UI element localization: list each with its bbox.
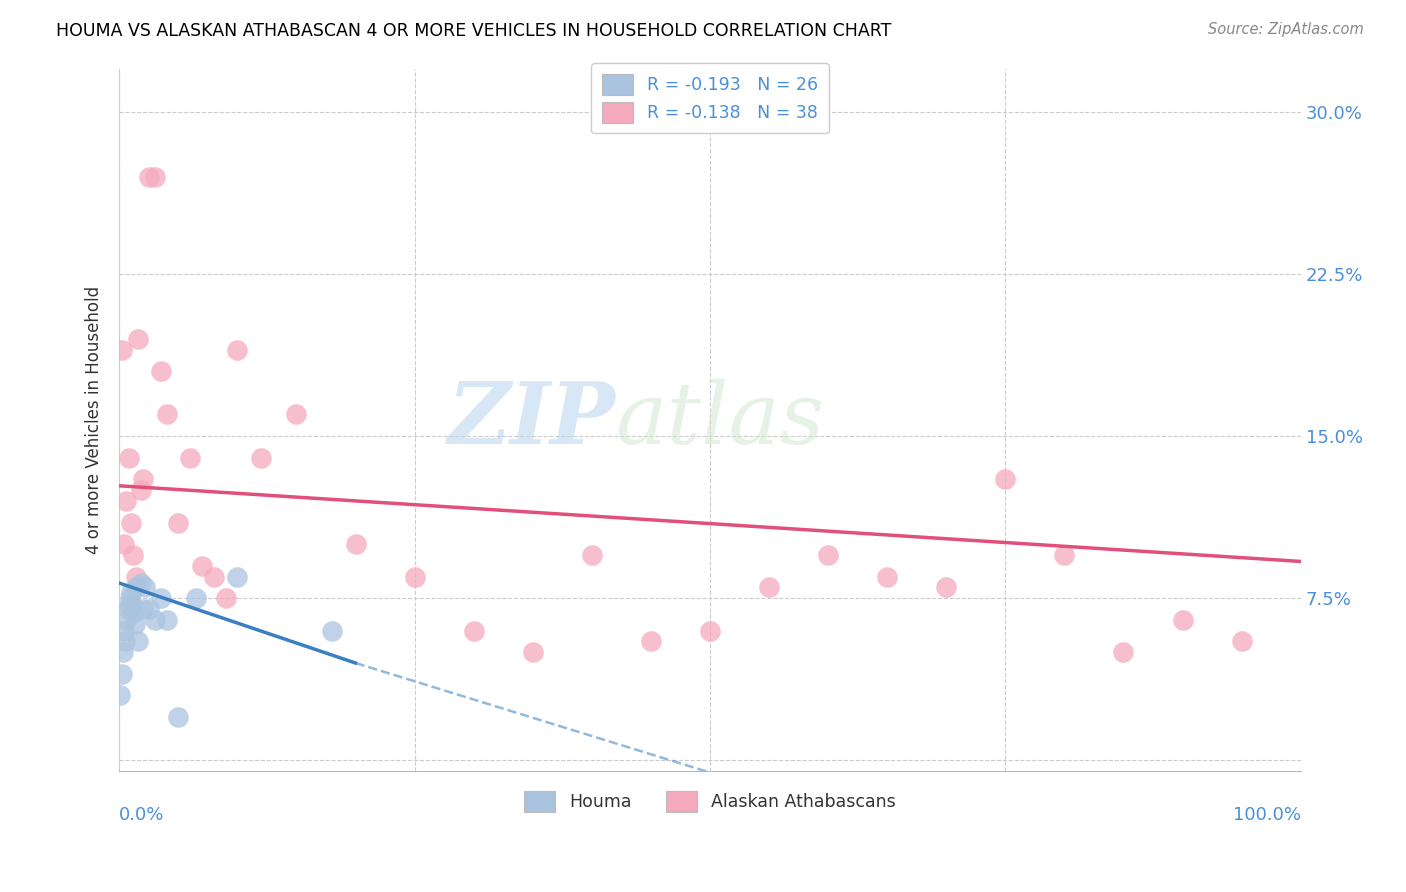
Point [404,569,426,583]
Point [129,576,152,591]
Text: Source: ZipAtlas.com: Source: ZipAtlas.com [1208,22,1364,37]
Y-axis label: 4 or more Vehicles in Household: 4 or more Vehicles in Household [86,285,103,554]
Point [149,591,172,606]
Point [699,624,721,638]
Text: HOUMA VS ALASKAN ATHABASCAN 4 OR MORE VEHICLES IN HOUSEHOLD CORRELATION CHART: HOUMA VS ALASKAN ATHABASCAN 4 OR MORE VE… [56,22,891,40]
Point [522,645,544,659]
Point [143,169,166,184]
Point [191,558,214,573]
Point [127,332,149,346]
Point [817,548,839,562]
Point [124,617,146,632]
Point [138,602,160,616]
Point [155,408,177,422]
Point [935,580,957,594]
Point [117,602,139,616]
Point [155,613,177,627]
Point [463,624,485,638]
Point [214,591,236,606]
Text: 0.0%: 0.0% [120,806,165,824]
Point [118,591,141,606]
Point [344,537,367,551]
Point [114,634,136,648]
Point [640,634,662,648]
Point [122,607,145,621]
Point [138,169,160,184]
Point [321,624,343,638]
Point [127,634,149,648]
Point [167,516,190,530]
Point [285,408,308,422]
Point [149,364,172,378]
Point [112,537,135,551]
Point [132,602,155,616]
Point [118,598,141,612]
Point [115,613,138,627]
Point [118,450,141,465]
Point [134,580,156,594]
Text: atlas: atlas [616,378,824,461]
Point [1230,634,1253,648]
Text: ZIP: ZIP [447,378,616,461]
Point [125,580,148,594]
Point [179,450,201,465]
Point [122,548,145,562]
Legend: Houma, Alaskan Athabascans: Houma, Alaskan Athabascans [517,783,903,819]
Point [112,624,135,638]
Point [120,584,142,599]
Point [1053,548,1076,562]
Point [1171,613,1194,627]
Point [129,483,152,497]
Point [202,569,225,583]
Point [120,516,142,530]
Point [250,450,273,465]
Point [111,645,134,659]
Point [125,569,148,583]
Point [111,666,134,681]
Point [110,689,132,703]
Point [143,613,166,627]
Point [115,494,138,508]
Point [876,569,898,583]
Text: 100.0%: 100.0% [1233,806,1301,824]
Point [132,472,155,486]
Point [994,472,1017,486]
Point [167,710,190,724]
Point [111,343,134,357]
Point [758,580,780,594]
Point [581,548,603,562]
Point [184,591,207,606]
Point [226,569,249,583]
Point [226,343,249,357]
Point [121,598,143,612]
Point [1112,645,1135,659]
